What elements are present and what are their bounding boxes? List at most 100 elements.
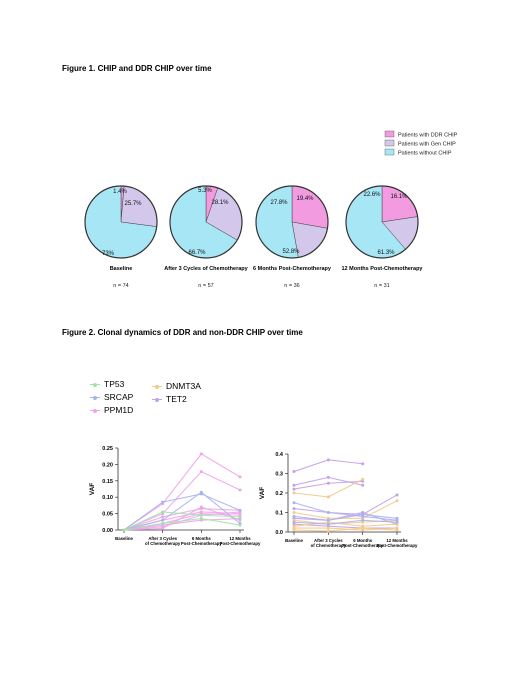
series-line bbox=[293, 519, 398, 525]
legend-label: DNMT3A bbox=[166, 381, 201, 391]
data-point bbox=[361, 518, 365, 522]
data-point bbox=[292, 514, 296, 518]
series-ppm1d bbox=[122, 505, 242, 532]
series-line bbox=[123, 493, 241, 531]
pie-value-label: 66.7% bbox=[188, 250, 206, 256]
series-line bbox=[293, 494, 398, 516]
series-line bbox=[123, 517, 241, 531]
y-tick-label: 0.10 bbox=[102, 495, 113, 501]
x-tick-label: After 3 Cycles of Chemotherapy bbox=[145, 536, 181, 546]
series-line bbox=[293, 500, 398, 519]
legend-swatch bbox=[384, 139, 395, 147]
series-line bbox=[123, 470, 241, 531]
data-point bbox=[292, 507, 296, 511]
data-point bbox=[292, 501, 296, 505]
data-point bbox=[395, 493, 399, 497]
data-point bbox=[199, 490, 203, 494]
y-tick-label: 0.00 bbox=[102, 528, 113, 534]
series-line bbox=[123, 508, 241, 531]
series-tp53 bbox=[122, 517, 242, 532]
data-point bbox=[326, 458, 330, 462]
pie-value-label: 1.4% bbox=[113, 189, 127, 195]
data-point bbox=[199, 517, 203, 521]
x-tick-label: Baseline bbox=[115, 536, 133, 541]
pie-value-label: 61.3% bbox=[377, 250, 395, 256]
y-tick-label: 0.4 bbox=[275, 452, 284, 458]
legend-marker bbox=[152, 384, 162, 390]
pie-value-label: 16.1% bbox=[390, 194, 408, 200]
data-point bbox=[361, 462, 365, 466]
y-tick-label: 0.25 bbox=[102, 446, 113, 452]
pie-category-label: After 3 Cycles of Chemotherapy bbox=[164, 266, 248, 272]
pie-outline bbox=[255, 185, 329, 259]
data-point bbox=[199, 505, 203, 509]
data-point bbox=[238, 523, 242, 527]
legend-label: Patients with DDR CHIP bbox=[398, 133, 458, 139]
series-srcap bbox=[292, 501, 399, 522]
data-point bbox=[238, 515, 242, 519]
data-point bbox=[292, 483, 296, 487]
data-point bbox=[199, 470, 203, 474]
series-tet2 bbox=[292, 479, 365, 491]
x-tick-label: 6 Months Post-Chemotherapy bbox=[181, 536, 222, 546]
data-point bbox=[326, 522, 330, 526]
legend-label: Patients with Gen CHIP bbox=[398, 142, 456, 148]
y-tick-label: 0.1 bbox=[275, 511, 283, 517]
x-tick-label: 12 Months Post-Chemotherapy bbox=[220, 536, 261, 546]
legend-label: Patients without CHIP bbox=[398, 151, 452, 157]
data-point bbox=[292, 520, 296, 524]
series-line bbox=[293, 523, 397, 529]
y-axis-label: VAF bbox=[259, 487, 266, 500]
legend-label: SRCAP bbox=[104, 392, 134, 402]
series-dnmt3a bbox=[292, 477, 365, 499]
legend-label: TET2 bbox=[166, 394, 187, 404]
legend-swatch bbox=[384, 130, 395, 138]
pie-value-label: 25.7% bbox=[124, 201, 142, 207]
data-point bbox=[238, 518, 242, 522]
data-point bbox=[361, 483, 365, 487]
data-point bbox=[326, 529, 330, 533]
series-line bbox=[293, 513, 398, 521]
pie-value-label: 28.1% bbox=[211, 200, 229, 206]
data-point bbox=[122, 528, 126, 532]
legend-item-tet2: TET2 bbox=[152, 394, 187, 404]
data-point bbox=[292, 491, 296, 495]
legend-item-dnmt3a: DNMT3A bbox=[152, 381, 201, 391]
series-line bbox=[123, 506, 241, 531]
data-point bbox=[199, 452, 203, 456]
data-point bbox=[361, 526, 365, 530]
legend-marker bbox=[90, 408, 100, 414]
legend-item-tp53: TP53 bbox=[90, 379, 124, 389]
series-line bbox=[293, 459, 363, 473]
data-point bbox=[161, 518, 165, 522]
legend-swatch bbox=[384, 148, 395, 156]
legend-label: TP53 bbox=[104, 379, 125, 389]
series-tet2 bbox=[292, 475, 365, 487]
data-point bbox=[161, 521, 165, 525]
series-line bbox=[123, 453, 241, 531]
data-point bbox=[238, 488, 242, 492]
pie-value-label: 19.4% bbox=[296, 196, 314, 202]
y-tick-label: 0.20 bbox=[102, 462, 113, 468]
legend-marker bbox=[90, 382, 100, 388]
data-point bbox=[292, 487, 296, 491]
data-point bbox=[292, 528, 296, 532]
x-tick-label: After 3 Cycles of Chemotherapy bbox=[311, 538, 347, 548]
pie-value-label: 22.6% bbox=[363, 192, 381, 198]
figure1-title: Figure 1. CHIP and DDR CHIP over time bbox=[62, 64, 212, 73]
pie-chart: 22.6% 16.1% 61.3% 12 Months Post-Chemothera… bbox=[342, 185, 423, 289]
series-dnmt3a bbox=[292, 526, 399, 533]
y-tick-label: 0.05 bbox=[102, 512, 113, 518]
x-tick-label: 6 Months Post-Chemotherapy bbox=[342, 538, 383, 548]
pie-chart: 1.4% 25.7% 73% Baseline n = 74 bbox=[84, 185, 158, 289]
data-point bbox=[326, 475, 330, 479]
series-line bbox=[293, 521, 398, 527]
pie-n-label: n = 31 bbox=[374, 283, 389, 289]
data-point bbox=[326, 495, 330, 499]
y-tick-label: 0.0 bbox=[275, 530, 283, 536]
figure1-pie-charts: Patients with DDR CHIP Patients with Gen … bbox=[84, 130, 458, 289]
series-line bbox=[293, 527, 398, 532]
pie-value-label: 27.8% bbox=[270, 200, 288, 206]
